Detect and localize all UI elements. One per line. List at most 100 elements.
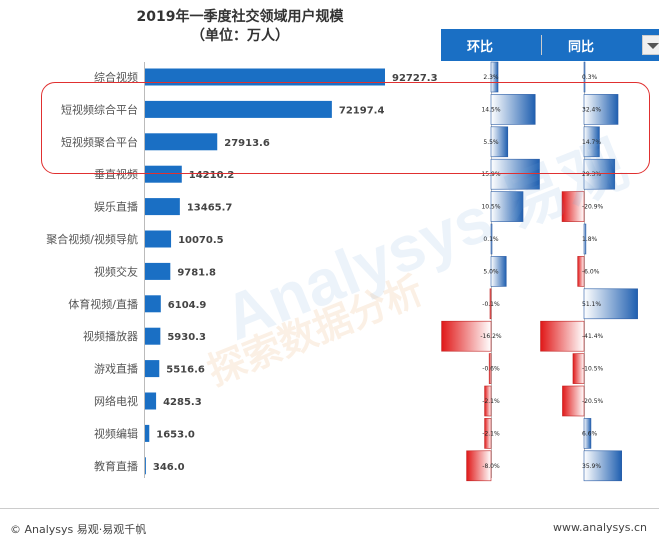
value-bar (145, 198, 180, 216)
huanbi-label: 15.9% (481, 171, 500, 178)
value-label: 14210.2 (189, 170, 235, 181)
chart-title: 2019年一季度社交领域用户规模 （单位：万人） (110, 8, 370, 46)
tongbi-bar (583, 288, 638, 320)
tongbi-label: 6.6% (582, 430, 598, 437)
value-label: 13465.7 (187, 203, 233, 214)
value-bar (145, 457, 146, 475)
tongbi-label: 1.8% (582, 236, 598, 243)
value-label: 10070.5 (178, 235, 224, 246)
tongbi-bar (577, 256, 585, 287)
chart-title-line1: 2019年一季度社交领域用户规模 (136, 9, 344, 25)
huanbi-label: 10.5% (481, 204, 500, 211)
huanbi-bar (490, 61, 499, 93)
huanbi-label: -8.0% (482, 463, 500, 470)
tongbi-label: -20.5% (582, 398, 604, 405)
huanbi-bar (490, 191, 524, 222)
tongbi-bar (561, 191, 585, 222)
value-label: 9781.8 (177, 267, 216, 278)
tongbi-label: 29.3% (582, 171, 601, 178)
huanbi-label: -0.6% (482, 366, 500, 373)
value-label: 5930.3 (167, 332, 206, 343)
huanbi-bar (490, 256, 507, 287)
tongbi-bar (583, 61, 586, 93)
value-label: 346.0 (153, 462, 185, 473)
category-label: 短视频聚合平台 (61, 135, 138, 149)
category-label: 教育直播 (94, 459, 138, 473)
huanbi-label: -16.2% (480, 333, 502, 340)
huanbi-bar (441, 320, 492, 352)
huanbi-bar (488, 353, 492, 384)
tongbi-bar (572, 353, 585, 384)
value-label: 6104.9 (168, 300, 207, 311)
huanbi-bar (489, 288, 492, 320)
category-label: 体育视频/直播 (68, 297, 138, 311)
tongbi-label: 14.7% (582, 139, 601, 146)
huanbi-bar (490, 126, 509, 158)
tongbi-bar (583, 223, 587, 255)
value-bar (145, 262, 171, 280)
category-label: 综合视频 (94, 70, 138, 84)
huanbi-bar (490, 158, 540, 190)
tongbi-bar (562, 385, 585, 417)
huanbi-bar (466, 450, 492, 482)
tongbi-label: 32.4% (582, 106, 601, 113)
value-label: 4285.3 (163, 397, 202, 408)
tongbi-label: -20.9% (582, 204, 604, 211)
category-label: 网络电视 (94, 394, 138, 408)
tongbi-label: -6.0% (582, 268, 600, 275)
huanbi-bar (484, 385, 492, 417)
value-bar (145, 68, 385, 86)
tongbi-label: -10.5% (582, 366, 604, 373)
huanbi-label: 2.3% (483, 74, 499, 81)
huanbi-bar (490, 223, 493, 255)
tongbi-label: -41.4% (582, 333, 604, 340)
value-label: 92727.3 (392, 73, 438, 84)
category-label: 垂直视频 (94, 167, 138, 181)
value-bar (145, 424, 150, 442)
value-label: 27913.6 (224, 138, 270, 149)
chart-subtitle: （单位：万人） (191, 28, 289, 44)
huanbi-label: -2.1% (482, 430, 500, 437)
footer-copyright: © Analysys 易观·易观千帆 (10, 523, 147, 536)
category-label: 游戏直播 (94, 362, 138, 376)
value-bar (145, 392, 157, 410)
tongbi-label: 51.1% (582, 301, 601, 308)
category-label: 娱乐直播 (94, 200, 138, 214)
value-bar (145, 165, 182, 183)
value-bar (145, 133, 218, 151)
tongbi-bar (583, 450, 622, 482)
tongbi-bar (583, 158, 616, 190)
category-label: 视频播放器 (83, 329, 138, 343)
value-bar (145, 360, 160, 378)
footer-divider (0, 508, 659, 509)
value-bar (145, 230, 172, 248)
tongbi-label: 35.9% (582, 463, 601, 470)
value-label: 5516.6 (166, 365, 205, 376)
footer-url: www.analysys.cn (553, 521, 647, 534)
category-label: 视频编辑 (94, 426, 138, 440)
value-bar (145, 327, 161, 345)
huanbi-header-label: 环比 (467, 40, 494, 55)
tongbi-header-label: 同比 (568, 40, 595, 55)
huanbi-label: 5.5% (483, 139, 499, 146)
huanbi-label: -2.1% (482, 398, 500, 405)
huanbi-label: -0.1% (482, 301, 500, 308)
category-label: 视频交友 (94, 264, 138, 278)
value-bar (145, 295, 161, 313)
tongbi-bar (540, 320, 585, 352)
tongbi-label: 0.3% (582, 74, 598, 81)
tongbi-bar (583, 418, 592, 449)
huanbi-bar (484, 418, 492, 449)
tongbi-header[interactable]: 同比 (542, 29, 659, 61)
value-label: 1653.0 (156, 429, 195, 440)
huanbi-label: 14.5% (481, 106, 500, 113)
huanbi-bar (490, 94, 536, 125)
tongbi-bar (583, 126, 600, 158)
tongbi-bar (583, 94, 619, 125)
huanbi-label: 0.1% (483, 236, 499, 243)
value-label: 72197.4 (339, 105, 385, 116)
tongbi-dropdown-icon[interactable] (642, 35, 659, 55)
category-label: 短视频综合平台 (61, 102, 138, 116)
huanbi-label: 5.0% (483, 268, 499, 275)
